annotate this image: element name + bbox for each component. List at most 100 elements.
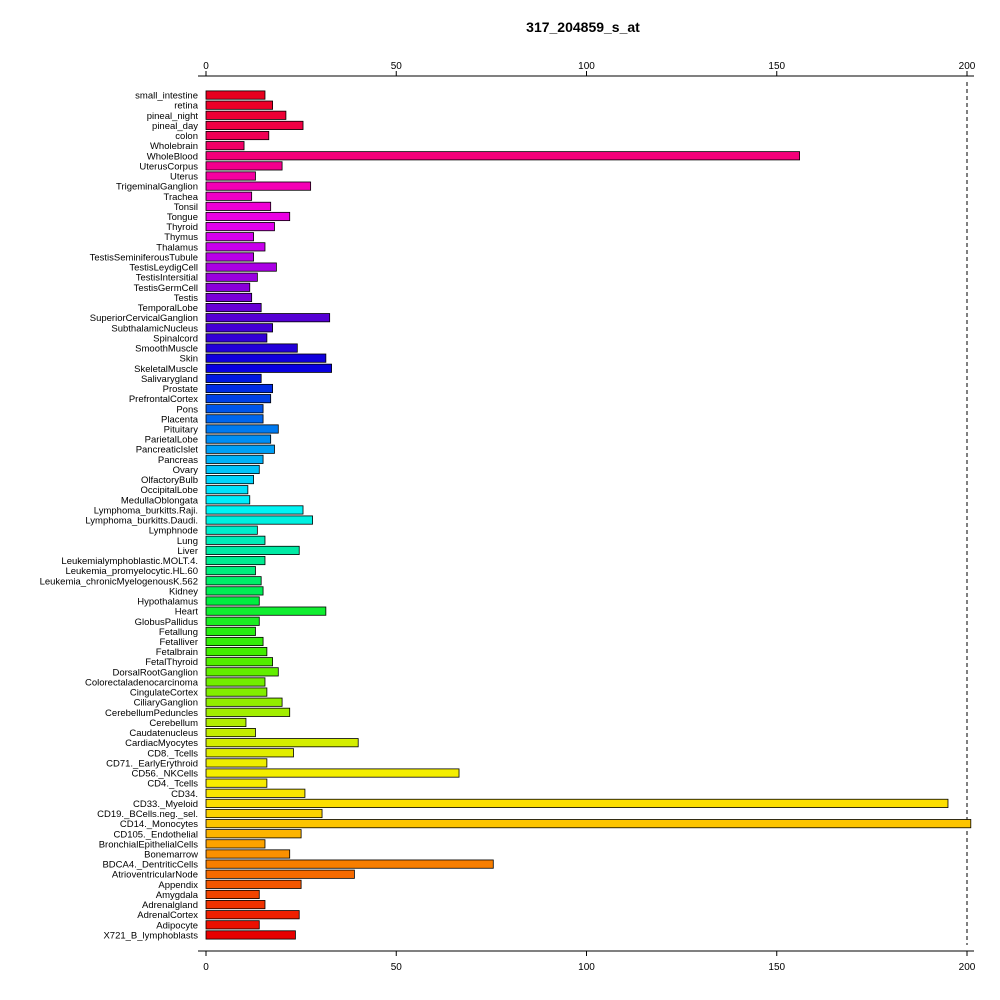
category-label: TemporalLobe bbox=[138, 303, 198, 314]
bar bbox=[205, 819, 972, 829]
bar bbox=[205, 282, 251, 292]
bar bbox=[205, 889, 260, 900]
bar bbox=[205, 738, 359, 748]
bar bbox=[205, 748, 294, 758]
bar bbox=[205, 778, 268, 788]
bottom-tick-label: 100 bbox=[578, 962, 595, 973]
bar bbox=[205, 829, 302, 839]
bar bbox=[205, 586, 264, 596]
category-label: pineal_day bbox=[152, 121, 198, 132]
bar bbox=[205, 464, 260, 475]
bar bbox=[205, 90, 266, 100]
bar bbox=[205, 272, 258, 282]
bar bbox=[205, 728, 256, 738]
bar bbox=[205, 687, 268, 697]
category-label: Kidney bbox=[169, 586, 198, 597]
bar bbox=[205, 647, 268, 657]
category-label: PancreaticIslet bbox=[136, 445, 199, 456]
bar bbox=[205, 110, 287, 120]
category-label: OlfactoryBulb bbox=[141, 475, 198, 486]
category-label: pineal_night bbox=[147, 111, 199, 122]
category-label: MedullaOblongata bbox=[121, 495, 199, 506]
category-label: Wholebrain bbox=[150, 141, 198, 152]
bar bbox=[205, 849, 291, 859]
bar bbox=[205, 768, 460, 778]
category-label: PrefrontalCortex bbox=[129, 394, 198, 405]
category-label: Spinalcord bbox=[153, 333, 198, 344]
category-label: SmoothMuscle bbox=[135, 344, 198, 355]
bar bbox=[205, 262, 277, 272]
category-label: SuperiorCervicalGanglion bbox=[90, 313, 198, 324]
bar bbox=[205, 839, 266, 849]
category-label: Caudatenucleus bbox=[129, 728, 198, 739]
category-label: BDCA4._DentriticCells bbox=[102, 860, 198, 871]
category-label: Tonsil bbox=[174, 202, 198, 213]
bar bbox=[205, 454, 264, 464]
category-label: Thalamus bbox=[156, 242, 198, 253]
bar bbox=[205, 900, 266, 910]
category-label: Pituitary bbox=[164, 424, 199, 435]
bar bbox=[205, 930, 296, 940]
category-label: TestisGermCell bbox=[134, 283, 198, 294]
bar bbox=[205, 920, 260, 930]
bottom-tick-label: 50 bbox=[391, 962, 403, 973]
bar bbox=[205, 201, 272, 211]
category-label: Trachea bbox=[164, 192, 199, 203]
category-label: Prostate bbox=[163, 384, 198, 395]
category-label: Thyroid bbox=[166, 222, 198, 233]
category-label: AdrenalCortex bbox=[137, 910, 198, 921]
category-label: Heart bbox=[175, 607, 199, 618]
bar bbox=[205, 910, 300, 920]
bar bbox=[205, 798, 949, 808]
category-label: CD14._Monocytes bbox=[120, 819, 198, 830]
bar bbox=[205, 313, 331, 323]
chart-title: 317_204859_s_at bbox=[526, 19, 640, 35]
bar bbox=[205, 545, 300, 555]
category-label: CiliaryGanglion bbox=[134, 698, 198, 709]
top-axis: 0 50 100 150 200 bbox=[198, 61, 976, 77]
category-label: CD56._NKCells bbox=[131, 769, 198, 780]
category-label: Appendix bbox=[158, 880, 198, 891]
bar bbox=[205, 495, 251, 505]
category-label: Adipocyte bbox=[156, 920, 198, 931]
category-label: CD71._EarlyErythroid bbox=[106, 758, 198, 769]
bar bbox=[205, 505, 304, 515]
bar bbox=[205, 677, 266, 687]
category-label: Adrenalgland bbox=[142, 900, 198, 911]
category-label: Pancreas bbox=[158, 455, 198, 466]
category-label: OccipitalLobe bbox=[140, 485, 198, 496]
category-label: BronchialEpithelialCells bbox=[99, 839, 199, 850]
bar bbox=[205, 100, 273, 110]
bar bbox=[205, 161, 283, 171]
bar bbox=[205, 323, 273, 333]
category-label: Fetalbrain bbox=[156, 647, 198, 658]
category-label: Uterus bbox=[170, 172, 198, 183]
category-label: WholeBlood bbox=[147, 151, 198, 162]
category-label: Lung bbox=[177, 536, 198, 547]
bar bbox=[205, 171, 256, 181]
bar bbox=[205, 788, 306, 798]
category-label: Ovary bbox=[173, 465, 199, 476]
bar bbox=[205, 141, 245, 151]
bar bbox=[205, 404, 264, 414]
category-label: Leukemialymphoblastic.MOLT.4. bbox=[61, 556, 198, 567]
bar bbox=[205, 303, 262, 313]
category-label: Cerebellum bbox=[149, 718, 198, 729]
bar bbox=[205, 475, 254, 485]
bar bbox=[205, 859, 494, 869]
top-tick-label: 0 bbox=[203, 61, 209, 72]
bar bbox=[205, 414, 264, 424]
category-label: CD105._Endothelial bbox=[113, 829, 198, 840]
category-label: Liver bbox=[177, 546, 198, 557]
top-tick-label: 50 bbox=[391, 61, 403, 72]
bar bbox=[205, 566, 256, 576]
top-tick-label: 150 bbox=[768, 61, 785, 72]
category-label: X721_B_lymphoblasts bbox=[103, 930, 198, 941]
category-label: Bonemarrow bbox=[144, 849, 198, 860]
category-label: GlobusPallidus bbox=[135, 617, 199, 628]
bar bbox=[205, 394, 272, 404]
top-tick-label: 100 bbox=[578, 61, 595, 72]
category-label: TestisSeminiferousTubule bbox=[90, 252, 198, 263]
bar bbox=[205, 222, 275, 232]
